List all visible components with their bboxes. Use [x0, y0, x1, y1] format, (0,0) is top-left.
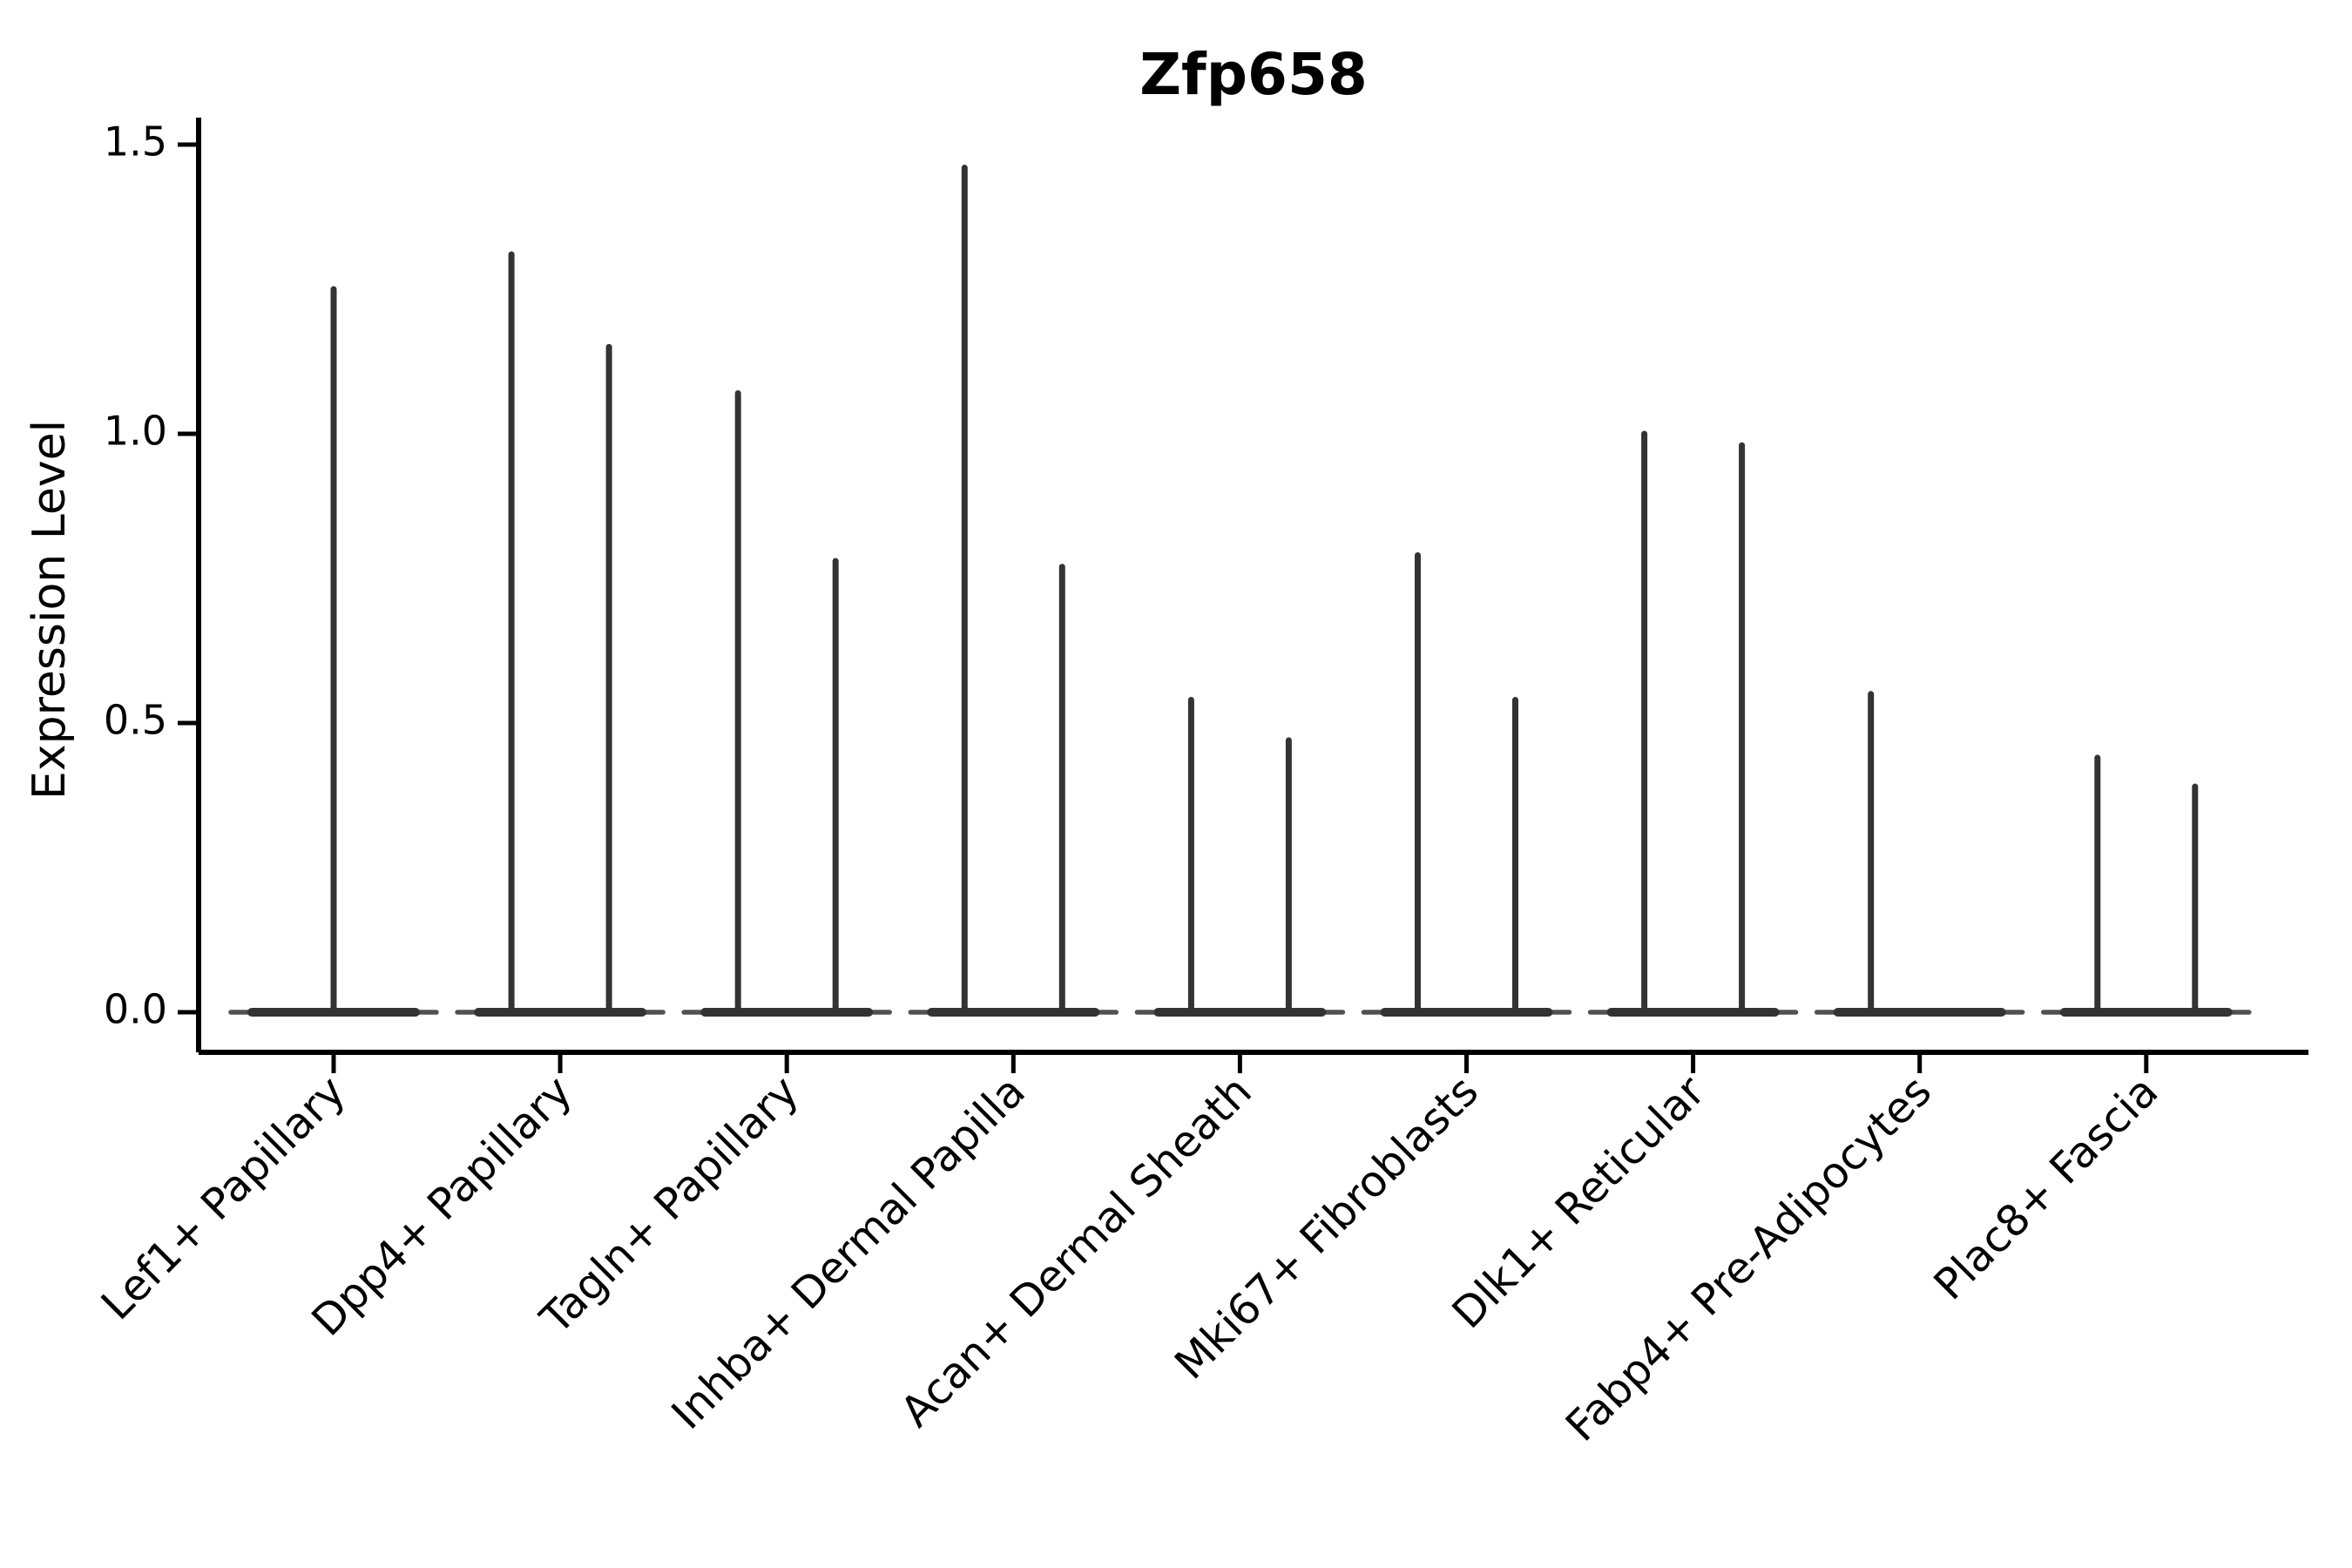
y-tick-label: 0.5 — [104, 697, 167, 744]
x-tick-label: Plac8+ Fascia — [1924, 1066, 2167, 1309]
chart-title: Zfp658 — [1139, 41, 1368, 108]
x-tick-label: Fabp4+ Pre-Adipocytes — [1557, 1066, 1942, 1451]
y-tick-label: 0.0 — [104, 986, 167, 1033]
y-axis-title: Expression Level — [24, 420, 76, 800]
y-tick-label: 1.5 — [104, 118, 167, 166]
x-tick-label: Lef1+ Papillary — [91, 1066, 355, 1329]
y-tick-label: 1.0 — [104, 408, 167, 455]
